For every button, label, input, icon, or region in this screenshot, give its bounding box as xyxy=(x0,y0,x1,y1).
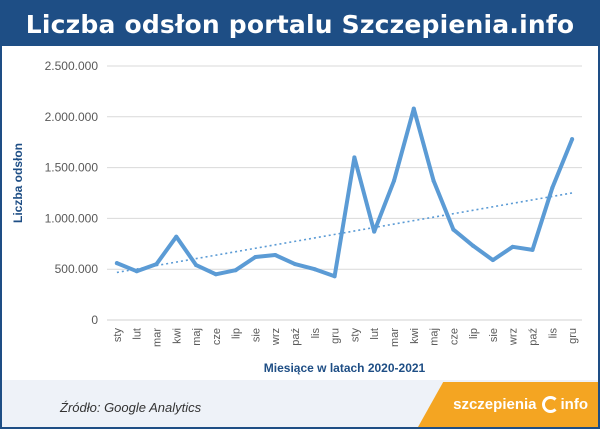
logo-text-right: info xyxy=(560,396,589,413)
x-tick-label: gru xyxy=(330,328,342,344)
x-tick-label: wrz xyxy=(270,328,282,346)
x-tick-label: sty xyxy=(112,328,124,343)
data-point xyxy=(194,263,199,268)
x-tick-label: mar xyxy=(151,328,163,347)
data-point xyxy=(530,247,535,252)
data-point xyxy=(550,185,555,190)
x-tick-label: maj xyxy=(191,328,203,346)
data-point xyxy=(312,267,317,272)
data-point xyxy=(233,268,238,273)
data-point xyxy=(332,274,337,279)
x-tick-label: lut xyxy=(132,328,144,340)
data-point xyxy=(451,227,456,232)
y-tick-label: 1.500.000 xyxy=(45,161,99,175)
page-title: Liczba odsłon portalu Szczepienia.info xyxy=(2,2,598,46)
data-point xyxy=(174,234,179,239)
data-point xyxy=(372,229,377,234)
data-point xyxy=(391,178,396,183)
x-tick-label: sty xyxy=(349,328,361,343)
x-tick-label: lis xyxy=(547,328,559,339)
x-tick-label: paź xyxy=(290,328,302,346)
data-point xyxy=(570,137,575,142)
x-tick-label: mar xyxy=(389,328,401,347)
data-point xyxy=(352,155,357,160)
x-tick-label: lip xyxy=(468,328,480,339)
series-line xyxy=(114,106,575,279)
source-note: Źródło: Google Analytics xyxy=(60,400,202,415)
data-point xyxy=(471,243,476,248)
x-tick-label: gru xyxy=(567,328,579,344)
x-tick-label: cze xyxy=(448,328,460,345)
x-tick-label: kwi xyxy=(171,328,183,344)
y-tick-label: 500.000 xyxy=(55,262,99,276)
x-axis-title: Miesiące w latach 2020-2021 xyxy=(264,361,426,375)
data-point xyxy=(154,262,159,267)
y-axis-title: Liczba odsłon xyxy=(11,143,25,223)
x-tick-label: sie xyxy=(250,328,262,342)
logo-text-left: szczepienia xyxy=(453,396,537,413)
x-tick-label: wrz xyxy=(508,328,520,346)
trend-line xyxy=(116,192,573,274)
x-tick-label: lis xyxy=(310,328,322,339)
y-tick-label: 1.000.000 xyxy=(45,211,99,225)
gridlines xyxy=(107,65,582,270)
x-tick-label: sie xyxy=(488,328,500,342)
data-point xyxy=(253,255,258,260)
x-tick-label: lip xyxy=(231,328,243,339)
chart-area: 0 500.000 1.000.000 1.500.000 2.000.000 2.500… xyxy=(2,46,598,380)
data-point xyxy=(293,262,298,267)
line-chart: 0 500.000 1.000.000 1.500.000 2.000.000 2.500… xyxy=(11,59,582,375)
x-tick-label: cze xyxy=(211,328,223,345)
data-point xyxy=(273,252,278,257)
data-point xyxy=(510,244,515,249)
data-point xyxy=(114,261,119,266)
data-point xyxy=(213,272,218,277)
x-tick-label: maj xyxy=(429,328,441,346)
data-point xyxy=(134,269,139,274)
y-tick-label: 2.500.000 xyxy=(45,59,99,73)
data-point xyxy=(411,106,416,111)
y-tick-labels: 0 500.000 1.000.000 1.500.000 2.000.000 2.500… xyxy=(45,59,99,327)
data-point xyxy=(431,178,436,183)
x-tick-labels: sty lut mar kwi maj cze lip sie wrz paź lis gru sty l… xyxy=(112,328,579,347)
y-tick-label: 0 xyxy=(91,313,98,327)
logo-c-icon xyxy=(541,396,559,413)
x-tick-label: lut xyxy=(369,328,381,340)
data-point xyxy=(490,258,495,263)
x-tick-label: paź xyxy=(528,328,540,346)
brand-logo: szczepienia info xyxy=(418,382,598,427)
x-tick-label: kwi xyxy=(409,328,421,344)
y-tick-label: 2.000.000 xyxy=(45,110,99,124)
